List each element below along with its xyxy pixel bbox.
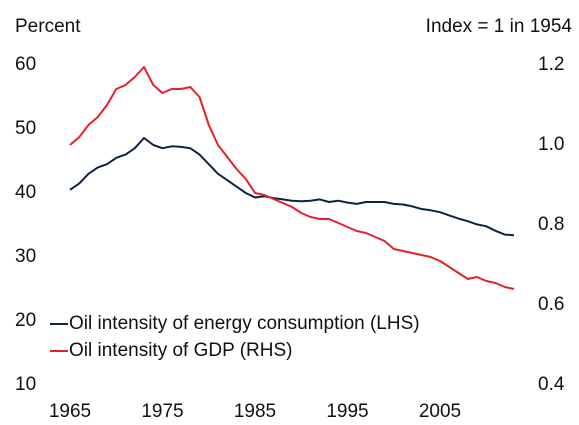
x-tick-label: 2005 — [419, 401, 461, 422]
y2-tick-label: 0.4 — [538, 374, 565, 395]
series-line — [69, 137, 515, 237]
x-tick-label: 1965 — [49, 401, 91, 422]
y-tick-label: 40 — [15, 182, 36, 203]
y-tick-label: 10 — [15, 374, 36, 395]
y2-tick-label: 0.8 — [538, 214, 564, 235]
legend-label: Oil intensity of GDP (RHS) — [69, 340, 292, 361]
y-tick-label: 20 — [15, 310, 36, 331]
x-tick-label: 1985 — [234, 401, 276, 422]
series-line — [69, 66, 515, 290]
y2-tick-label: 1.2 — [538, 54, 564, 75]
y-tick-label: 60 — [15, 54, 36, 75]
y-tick-label: 30 — [15, 246, 36, 267]
x-tick-label: 1995 — [326, 401, 368, 422]
y2-tick-label: 1.0 — [538, 134, 564, 155]
y2-axis-title: Index = 1 in 1954 — [426, 16, 573, 37]
y-axis-title: Percent — [15, 16, 81, 37]
y-tick-label: 50 — [15, 118, 36, 139]
legend-label: Oil intensity of energy consumption (LHS… — [69, 313, 420, 334]
x-tick-label: 1975 — [141, 401, 183, 422]
y2-tick-label: 0.6 — [538, 294, 564, 315]
